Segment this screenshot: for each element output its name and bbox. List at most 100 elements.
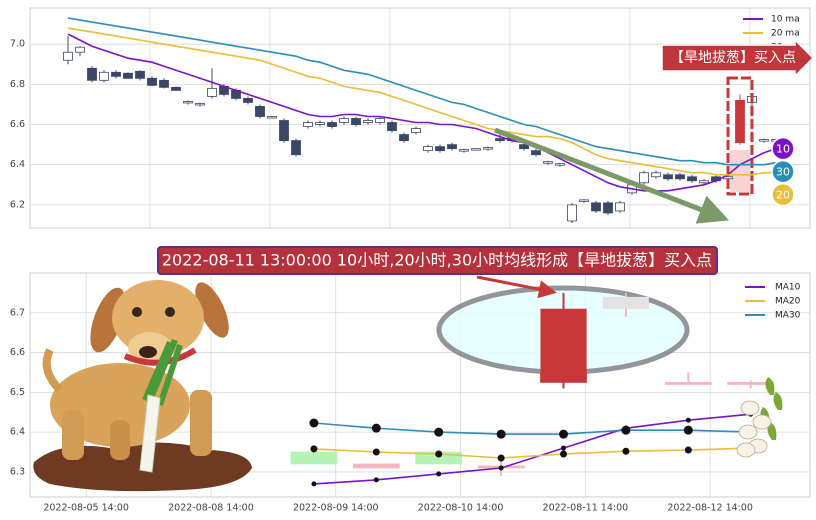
candle-body xyxy=(255,106,265,117)
x-tick-label: 2022-08-05 14:00 xyxy=(43,503,129,514)
candle-body xyxy=(111,71,121,77)
x-tick-label: 2022-08-10 14:00 xyxy=(418,503,504,514)
ma-marker xyxy=(684,446,692,454)
badge xyxy=(771,136,795,161)
ma-marker xyxy=(622,447,630,455)
candle-body xyxy=(615,202,625,212)
dog-ear xyxy=(195,282,229,338)
y-tick-label: 6.4 xyxy=(10,427,25,438)
y-tick-label: 6.4 xyxy=(10,159,25,170)
candle-body xyxy=(447,144,457,150)
candle-body xyxy=(339,118,349,123)
candle-body xyxy=(543,161,553,164)
candle-body xyxy=(75,46,85,53)
highlight-box xyxy=(726,76,754,196)
badge-label: 10 xyxy=(776,143,790,156)
candle-body xyxy=(687,176,697,182)
candle-body xyxy=(423,146,433,152)
ma-marker xyxy=(372,448,380,456)
candle-body xyxy=(495,138,505,142)
radish xyxy=(736,442,756,458)
ma-marker xyxy=(311,481,317,487)
leek-leaves xyxy=(142,338,183,406)
candle-body xyxy=(387,122,397,131)
y-tick-label: 6.2 xyxy=(10,199,25,210)
candle-body xyxy=(727,382,775,385)
legend-label: MA30 xyxy=(775,311,801,321)
y-tick-label: 6.5 xyxy=(10,387,25,398)
ma-marker xyxy=(683,425,693,435)
callout-arrow xyxy=(661,38,815,78)
chart-title: 2022-08-11 13:00:00 10小时,20小时,30小时均线形成【旱… xyxy=(162,251,712,270)
ma-marker xyxy=(621,425,631,435)
candle-body xyxy=(315,122,325,125)
ma-marker xyxy=(310,445,318,453)
radish xyxy=(738,424,758,440)
candle-body xyxy=(602,296,649,309)
ma-line xyxy=(313,447,751,459)
radish-illustration xyxy=(736,377,783,458)
dog-leg xyxy=(190,390,212,456)
ma-line xyxy=(313,413,751,485)
ma-marker xyxy=(373,477,379,483)
y-tick-label: 6.8 xyxy=(10,79,25,90)
ma-line xyxy=(67,17,777,166)
candle-body xyxy=(579,199,589,202)
candle-body xyxy=(147,77,157,86)
candle-body xyxy=(327,122,337,127)
candle-body xyxy=(291,140,301,156)
dog-eye xyxy=(165,307,175,317)
y-tick-label: 6.6 xyxy=(10,347,25,358)
candle-body xyxy=(351,118,361,125)
legend-label: 10 ma xyxy=(771,15,800,25)
y-tick-label: 7.0 xyxy=(10,39,25,50)
radish-leaf xyxy=(773,392,783,410)
ma-line xyxy=(313,422,751,435)
candle-body xyxy=(483,147,493,150)
ma-marker xyxy=(561,445,567,451)
candle-body xyxy=(159,79,169,88)
candle-body xyxy=(363,120,373,123)
candle-body xyxy=(555,163,565,166)
candle-body xyxy=(519,144,529,150)
radish xyxy=(740,400,760,416)
candle-body xyxy=(207,87,217,97)
candle-body xyxy=(735,100,745,144)
candle-body xyxy=(290,451,338,465)
candle-body xyxy=(123,72,133,79)
ma-marker xyxy=(498,465,504,471)
candle-body xyxy=(591,202,601,212)
candle-body xyxy=(411,128,421,133)
candle-body xyxy=(639,172,649,184)
ma-marker xyxy=(436,471,442,477)
candle-body xyxy=(183,101,193,104)
dog-leg xyxy=(110,420,130,460)
candle-body xyxy=(279,120,289,142)
candle-body xyxy=(195,103,205,106)
candle-body xyxy=(699,180,709,184)
radish xyxy=(752,414,772,430)
candle-body xyxy=(99,71,109,81)
candle-body xyxy=(267,116,277,119)
candle-body xyxy=(567,204,577,222)
ma-marker xyxy=(496,429,506,439)
candle-body xyxy=(663,174,673,180)
candle-body xyxy=(664,382,712,385)
ma-marker xyxy=(497,454,505,462)
ma-marker xyxy=(309,418,319,428)
dog-leg xyxy=(62,410,84,460)
candle-body xyxy=(352,463,400,469)
candle-body xyxy=(471,148,481,151)
y-tick-label: 6.3 xyxy=(10,466,25,477)
callout-label: 【旱地拔葱】买入点 xyxy=(670,50,796,66)
y-tick-label: 6.7 xyxy=(10,307,25,318)
highlight-fill xyxy=(730,150,750,192)
candle-body xyxy=(87,67,97,81)
radish-leaf xyxy=(767,422,777,440)
candle-body xyxy=(63,51,73,61)
candle-body xyxy=(243,98,253,103)
dog-nose xyxy=(139,346,157,358)
dog-tail xyxy=(42,348,63,393)
